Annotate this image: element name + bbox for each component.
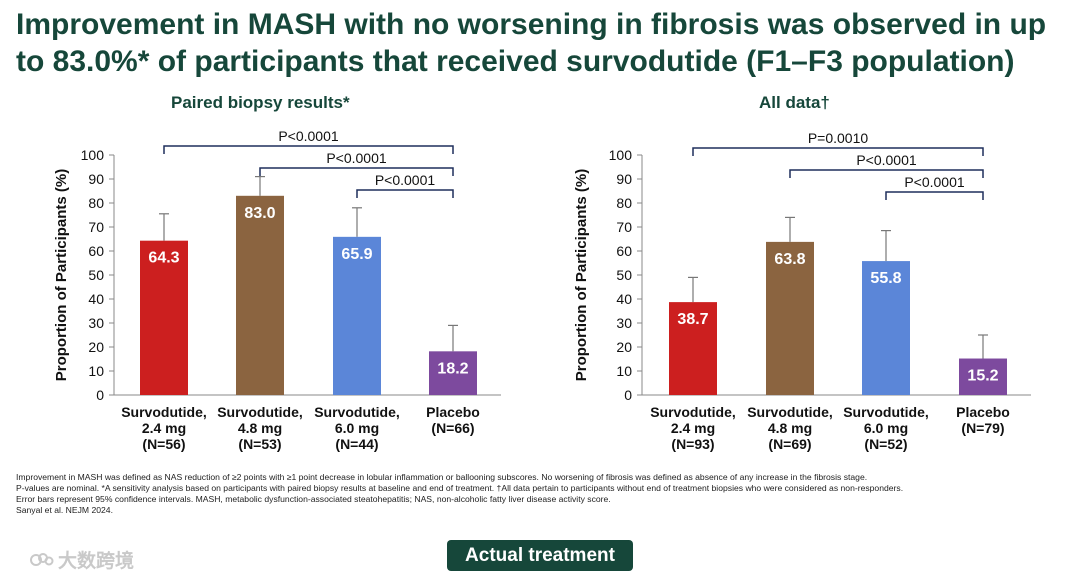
bar: [959, 358, 1007, 395]
bar-value-label: 64.3: [148, 250, 179, 267]
category-label: Survodutide,: [650, 404, 736, 420]
y-tick-label: 30: [616, 315, 632, 331]
bar: [766, 241, 814, 395]
category-label: (N=52): [864, 436, 907, 452]
p-value-label: P<0.0001: [278, 128, 339, 144]
bar-value-label: 18.2: [437, 360, 468, 377]
bar-chart-paired-biopsy: 0 10 20 30 40 50 60 70 80 90 100 Proportion of Part…: [53, 128, 501, 452]
y-tick-label: 50: [616, 267, 632, 283]
bar-value-label: 38.7: [677, 311, 708, 328]
y-tick-label: 20: [616, 339, 632, 355]
footnotes: Improvement in MASH was defined as NAS r…: [16, 472, 1066, 516]
category-label: Survodutide,: [217, 404, 303, 420]
category-label: 2.4 mg: [671, 420, 715, 436]
p-value-label: P<0.0001: [375, 172, 436, 188]
y-tick-label: 60: [88, 243, 104, 259]
category-label: (N=93): [671, 436, 714, 452]
category-label: Survodutide,: [747, 404, 833, 420]
category-label: 4.8 mg: [238, 420, 282, 436]
y-tick-label: 10: [88, 363, 104, 379]
y-tick-label: 10: [616, 363, 632, 379]
chart-title-all: All data†: [759, 93, 830, 112]
bar-value-label: 55.8: [870, 270, 901, 287]
y-tick-label: 30: [88, 315, 104, 331]
p-value-label: P<0.0001: [904, 174, 965, 190]
actual-treatment-button[interactable]: Actual treatment: [447, 540, 633, 571]
y-tick-label: 90: [616, 171, 632, 187]
y-tick-label: 100: [81, 147, 105, 163]
category-label: (N=53): [238, 436, 281, 452]
category-label: (N=66): [431, 420, 474, 436]
y-tick-label: 60: [616, 243, 632, 259]
category-label: 2.4 mg: [142, 420, 186, 436]
y-axis-title: Proportion of Participants (%): [573, 169, 590, 382]
y-tick-label: 40: [616, 291, 632, 307]
chart-title-paired: Paired biopsy results*: [171, 93, 350, 112]
significance-bracket: [163, 145, 454, 154]
category-label: 6.0 mg: [864, 420, 908, 436]
bar-value-label: 15.2: [967, 368, 998, 385]
significance-bracket: [789, 169, 984, 178]
significance-bracket: [259, 167, 454, 176]
y-tick-label: 80: [616, 195, 632, 211]
bar: [429, 351, 477, 395]
significance-bracket: [885, 191, 984, 200]
footnote-line: Improvement in MASH was defined as NAS r…: [16, 472, 868, 482]
y-tick-label: 70: [88, 219, 104, 235]
category-label: (N=44): [335, 436, 378, 452]
p-value-label: P<0.0001: [326, 150, 387, 166]
bar-value-label: 65.9: [341, 246, 372, 263]
footnote-line: Error bars represent 95% confidence inte…: [16, 494, 611, 504]
watermark-icon: [30, 552, 54, 566]
y-tick-label: 100: [609, 147, 633, 163]
bar: [862, 261, 910, 395]
y-tick-label: 40: [88, 291, 104, 307]
y-axis-title: Proportion of Participants (%): [53, 169, 70, 382]
page-title: Improvement in MASH with no worsening in…: [16, 8, 1047, 78]
y-tick-label: 80: [88, 195, 104, 211]
category-label: Survodutide,: [121, 404, 207, 420]
bar: [236, 195, 284, 395]
category-label: Placebo: [426, 404, 480, 420]
y-tick-label: 90: [88, 171, 104, 187]
y-tick-label: 50: [88, 267, 104, 283]
bar: [333, 236, 381, 395]
category-label: (N=79): [961, 420, 1004, 436]
category-label: Survodutide,: [843, 404, 929, 420]
bar-value-label: 83.0: [244, 205, 275, 222]
bar-value-label: 63.8: [774, 251, 805, 268]
bar: [669, 302, 717, 395]
y-tick-label: 0: [624, 387, 632, 403]
category-label: Placebo: [956, 404, 1010, 420]
category-label: (N=69): [768, 436, 811, 452]
footnote-line: Sanyal et al. NEJM 2024.: [16, 505, 113, 515]
significance-bracket: [692, 147, 984, 156]
significance-bracket: [356, 189, 454, 198]
y-tick-label: 0: [96, 387, 104, 403]
bar-chart-all-data: 0 10 20 30 40 50 60 70 80 90 100 Proportion of Part…: [573, 130, 1031, 452]
footnote-line: P-values are nominal. *A sensitivity ana…: [16, 483, 904, 493]
p-value-label: P<0.0001: [856, 152, 917, 168]
category-label: 4.8 mg: [768, 420, 812, 436]
watermark-text: 大数跨境: [58, 551, 135, 572]
category-label: (N=56): [142, 436, 185, 452]
category-label: Survodutide,: [314, 404, 400, 420]
category-label: 6.0 mg: [335, 420, 379, 436]
watermark-logo: 大数跨境: [30, 546, 134, 573]
y-tick-label: 20: [88, 339, 104, 355]
p-value-label: P=0.0010: [808, 130, 869, 146]
y-tick-label: 70: [616, 219, 632, 235]
bar: [140, 240, 188, 395]
